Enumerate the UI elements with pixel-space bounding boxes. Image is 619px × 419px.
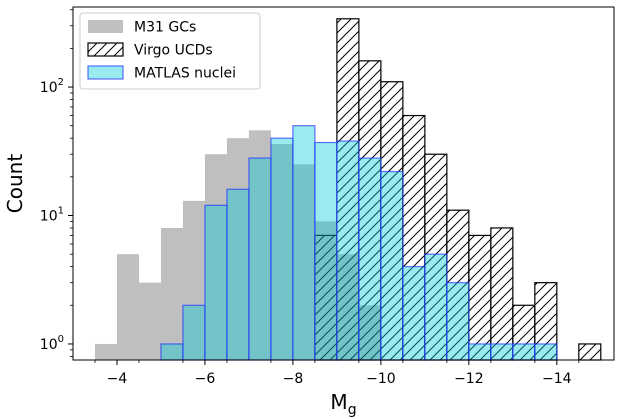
bar-matlas-nuclei xyxy=(314,141,338,361)
bar-virgo-ucds xyxy=(578,343,602,361)
legend-label: Virgo UCDs xyxy=(134,43,213,59)
bar-matlas-nuclei xyxy=(468,343,492,361)
bar-matlas-nuclei xyxy=(358,157,382,361)
bar-matlas-nuclei xyxy=(182,304,206,361)
legend-label: M31 GCs xyxy=(134,20,196,36)
legend-swatch xyxy=(88,20,123,33)
bar-m31-gcs xyxy=(94,343,117,360)
bar-m31-gcs xyxy=(182,200,205,360)
bar-matlas-nuclei xyxy=(534,343,558,361)
bar-matlas-nuclei xyxy=(402,266,426,361)
legend-swatch xyxy=(87,65,124,80)
bar-matlas-nuclei xyxy=(248,157,272,361)
bar-virgo-ucds xyxy=(468,234,492,361)
bar-matlas-nuclei xyxy=(380,170,404,361)
bar-matlas-nuclei xyxy=(292,125,316,361)
legend-label: MATLAS nuclei xyxy=(134,66,236,82)
bar-m31-gcs xyxy=(248,130,271,360)
legend: M31 GCs Virgo UCDs MATLAS nuclei xyxy=(79,12,261,90)
legend-box xyxy=(79,12,261,90)
x-tick-label: −6 xyxy=(195,371,216,387)
legend-swatch xyxy=(87,42,124,57)
x-tick-label: −8 xyxy=(283,371,304,387)
y-tick-label: 101 xyxy=(40,206,64,225)
bar-m31-gcs xyxy=(138,282,161,360)
bar-m31-gcs xyxy=(270,144,293,360)
plot-frame xyxy=(72,6,615,361)
y-tick-label: 102 xyxy=(40,77,64,96)
x-axis-label: Mg xyxy=(330,390,356,418)
series-matlas-nuclei xyxy=(160,125,558,361)
x-tick-label: −4 xyxy=(107,371,128,387)
x-tick-label: −12 xyxy=(454,371,484,387)
bar-matlas-nuclei xyxy=(160,343,184,361)
bar-matlas-nuclei xyxy=(424,253,448,361)
y-tick-label: 100 xyxy=(40,334,64,353)
bar-m31-gcs xyxy=(160,227,183,360)
bar-m31-gcs xyxy=(116,254,139,360)
bar-matlas-nuclei xyxy=(512,343,536,361)
bars-layer xyxy=(94,18,602,361)
bar-virgo-ucds xyxy=(490,227,514,361)
bar-matlas-nuclei xyxy=(226,188,250,361)
bar-m31-gcs xyxy=(292,164,315,360)
bar-matlas-nuclei xyxy=(490,343,514,361)
y-axis-label: Count xyxy=(3,154,27,214)
bar-matlas-nuclei xyxy=(270,137,294,361)
bar-matlas-nuclei xyxy=(446,282,470,361)
x-tick-label: −10 xyxy=(366,371,396,387)
bar-matlas-nuclei xyxy=(336,140,360,361)
ticks-layer: −4 −6 −8 −10 −12 −14 100 101 102 xyxy=(40,9,580,387)
x-tick-label: −14 xyxy=(542,371,572,387)
bar-matlas-nuclei xyxy=(204,204,228,361)
bar-m31-gcs xyxy=(226,138,249,360)
